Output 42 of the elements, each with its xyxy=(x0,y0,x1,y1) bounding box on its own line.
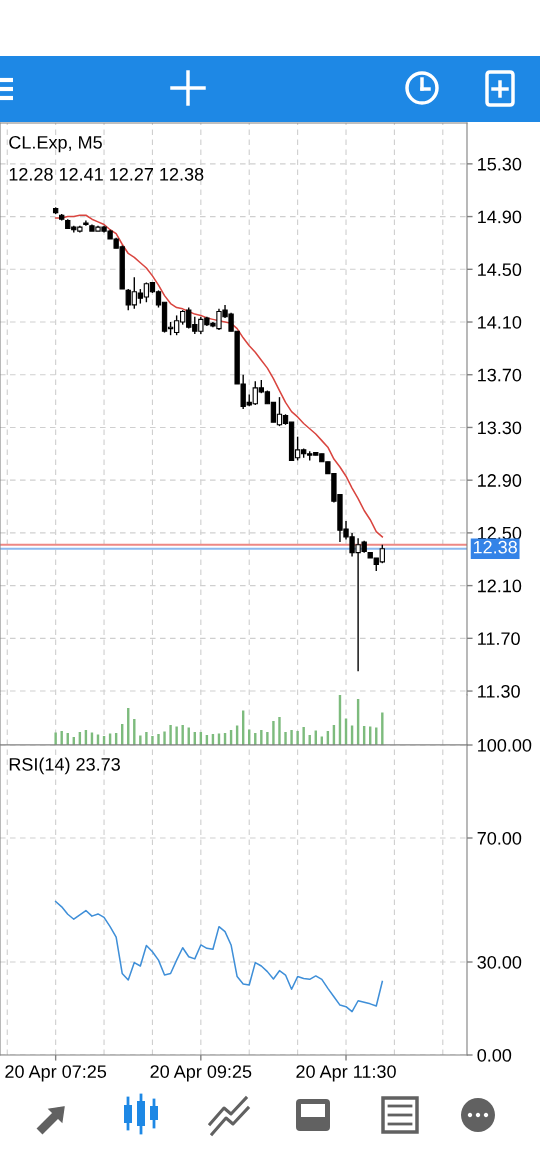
bar xyxy=(284,732,287,745)
line-series xyxy=(54,900,384,1013)
bar xyxy=(151,736,154,745)
text: CL.Exp, M5 xyxy=(9,135,102,153)
x-tick-label: 20 Apr 09:25 xyxy=(150,1065,252,1082)
x-tick-label: 20 Apr 07:25 xyxy=(5,1065,107,1082)
y-tick-label: 11.30 xyxy=(478,684,520,698)
text: RSI(14) 23.73 xyxy=(9,757,120,775)
bar xyxy=(260,730,263,745)
bar xyxy=(266,732,269,745)
line-series xyxy=(54,214,384,538)
y-tick-label: 70.00 xyxy=(477,831,522,845)
y-tick-label: 11.70 xyxy=(478,632,520,646)
y-tick-label: 30.00 xyxy=(477,955,522,969)
bar xyxy=(181,725,184,745)
bar xyxy=(139,735,142,745)
y-tick-label: 12.10 xyxy=(478,579,522,593)
text: 12.28 12.41 12.27 12.38 xyxy=(9,167,204,181)
bar xyxy=(163,731,166,745)
bar xyxy=(157,734,160,745)
bar xyxy=(169,725,172,745)
y-tick-label: 100.00 xyxy=(478,738,532,752)
y-tick-label: 13.30 xyxy=(478,421,522,435)
bar xyxy=(296,731,299,745)
y-tick-label: 14.10 xyxy=(478,315,522,329)
bar xyxy=(54,732,57,745)
y-tick-label: 15.30 xyxy=(478,157,522,171)
y-tick-label: 14.50 xyxy=(478,263,522,277)
y-tick-label: 12.90 xyxy=(478,474,522,487)
y-tick-label: 14.90 xyxy=(478,210,522,224)
bar xyxy=(272,721,275,745)
y-tick-label: 13.70 xyxy=(478,368,522,382)
bar xyxy=(302,727,305,745)
bar xyxy=(381,712,384,745)
bar xyxy=(278,717,281,745)
bar xyxy=(175,726,178,745)
bar xyxy=(145,732,148,745)
x-tick-label: 20 Apr 11:30 xyxy=(296,1065,396,1082)
bar xyxy=(133,719,136,745)
bar xyxy=(60,731,63,745)
bar xyxy=(290,730,293,745)
y-tick-label: 0.00 xyxy=(477,1048,512,1062)
